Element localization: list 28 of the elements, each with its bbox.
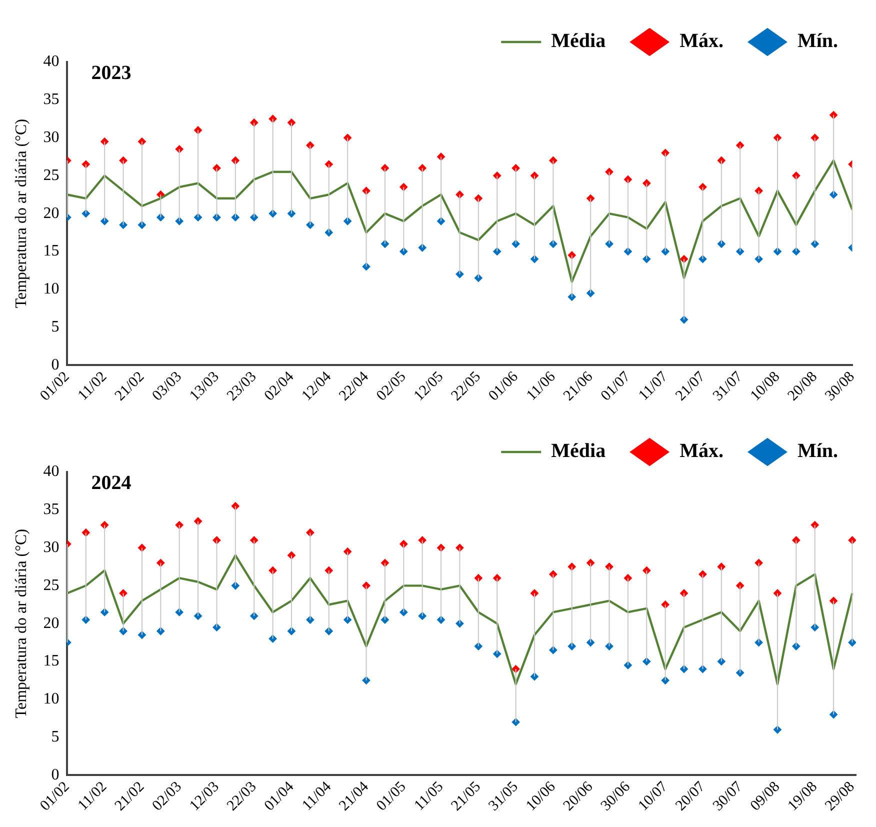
y-tick-label: 35: [43, 501, 60, 518]
y-tick-label: 5: [51, 318, 60, 336]
legend-label: Mín.: [797, 440, 838, 462]
y-axis-title: Temperatura do ar diária (°C): [12, 528, 30, 718]
y-tick-label: 5: [51, 728, 60, 746]
y-tick-label: 25: [43, 576, 60, 594]
y-tick-label: 15: [43, 652, 60, 670]
legend-label: Máx.: [680, 440, 724, 462]
y-tick-label: 0: [51, 356, 60, 374]
y-axis-title: Temperatura do ar diária (°C): [12, 118, 30, 308]
y-tick-label: 0: [51, 766, 60, 784]
y-tick-label: 10: [43, 280, 60, 298]
y-tick-label: 30: [43, 128, 60, 146]
y-tick-label: 40: [43, 463, 60, 480]
chart-title: 2023: [91, 62, 132, 84]
chart-title: 2024: [91, 472, 132, 494]
y-tick-label: 35: [43, 91, 60, 108]
y-tick-label: 15: [43, 242, 60, 260]
y-tick-label: 10: [43, 690, 60, 708]
y-tick-label: 40: [43, 53, 60, 70]
legend-label: Máx.: [680, 30, 724, 52]
y-tick-label: 20: [43, 614, 60, 632]
legend-label: Média: [551, 440, 606, 462]
y-tick-label: 25: [43, 166, 60, 184]
legend-label: Média: [551, 30, 606, 52]
legend-label: Mín.: [797, 30, 838, 52]
y-tick-label: 30: [43, 538, 60, 556]
y-tick-label: 20: [43, 204, 60, 222]
